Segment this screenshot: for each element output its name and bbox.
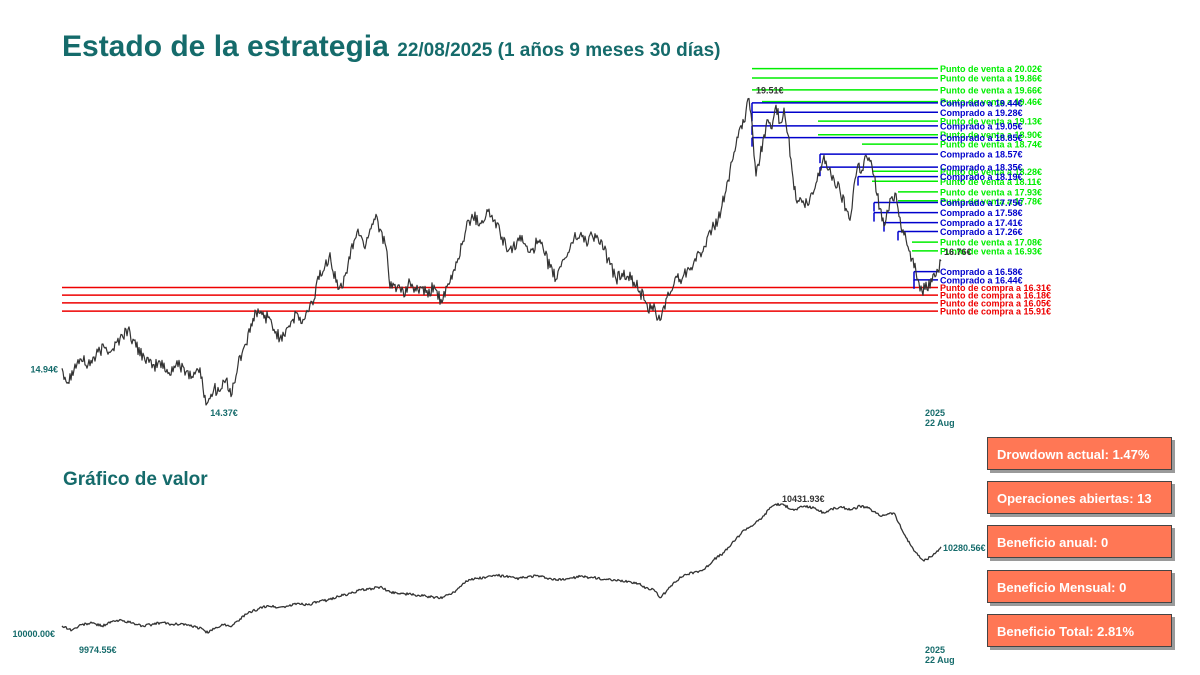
value-series-line xyxy=(61,502,942,634)
sell-level-label: Punto de venta a 20.02€ xyxy=(940,64,1042,74)
bought-level-label: Comprado a 16.44€ xyxy=(940,275,1023,285)
price-start-label: 14.94€ xyxy=(30,364,58,374)
page-title: Estado de la estrategia xyxy=(62,30,389,63)
sell-level-label: Punto de venta a 19.66€ xyxy=(940,85,1042,95)
bought-level-label: Comprado a 18.35€ xyxy=(940,163,1023,173)
bought-level-label: Comprado a 16.58€ xyxy=(940,267,1023,277)
buy-order-label: Punto de compra a 16.31€ xyxy=(940,283,1051,293)
value-max-label: 10431.93€ xyxy=(782,494,825,504)
stat-drawdown: Drowdown actual: 1.47% xyxy=(987,437,1172,470)
price-end-label: 16.76€ xyxy=(944,247,972,257)
stat-open-operations: Operaciones abiertas: 13 xyxy=(987,481,1172,514)
value-min-label: 9974.55€ xyxy=(79,645,117,655)
buy-order-label: Punto de compra a 15.91€ xyxy=(940,307,1051,317)
price-max-label: 19.51€ xyxy=(756,86,784,96)
sell-level-label: Punto de venta a 18.11€ xyxy=(940,177,1042,187)
sell-level-label: Punto de venta a 19.46€ xyxy=(940,97,1042,107)
price-min-label: 14.37€ xyxy=(210,408,238,418)
sell-level-label: Punto de venta a 17.08€ xyxy=(940,238,1042,248)
sell-level-label: Punto de venta a 16.93€ xyxy=(940,246,1042,256)
bought-level-label: Comprado a 18.57€ xyxy=(940,150,1023,160)
bought-level-label: Comprado a 19.05€ xyxy=(940,121,1023,131)
buy-order-label: Punto de compra a 16.18€ xyxy=(940,291,1051,301)
price-series-line xyxy=(61,97,942,406)
bought-level-label: Comprado a 18.19€ xyxy=(940,172,1023,182)
bought-level-label: Comprado a 17.75€ xyxy=(940,198,1023,208)
stat-annual-profit: Beneficio anual: 0 xyxy=(987,525,1172,558)
value-end-label: 10280.56€ xyxy=(943,543,986,553)
sell-level-label: Punto de venta a 19.86€ xyxy=(940,74,1042,84)
value-chart-title: Gráfico de valor xyxy=(63,469,208,490)
page-subtitle: 22/08/2025 (1 años 9 meses 30 días) xyxy=(397,40,721,61)
sell-level-label: Punto de venta a 18.90€ xyxy=(940,130,1042,140)
buy-order-label: Punto de compra a 16.05€ xyxy=(940,298,1051,308)
bought-level-label: Comprado a 17.58€ xyxy=(940,208,1023,218)
price-date-day-label: 22 Aug xyxy=(925,418,955,428)
sell-level-label: Punto de venta a 19.13€ xyxy=(940,117,1042,127)
price-date-year-label: 2025 xyxy=(925,408,945,418)
bought-level-label: Comprado a 19.28€ xyxy=(940,108,1023,118)
bought-level-label: Comprado a 17.26€ xyxy=(940,227,1023,237)
chart-title: Estado de la estrategia 22/08/2025 (1 añ… xyxy=(62,30,720,64)
value-date-day-label: 22 Aug xyxy=(925,655,955,665)
sell-level-label: Punto de venta a 17.93€ xyxy=(940,187,1042,197)
bought-level-label: Comprado a 19.44€ xyxy=(940,98,1023,108)
stat-total-profit: Beneficio Total: 2.81% xyxy=(987,614,1172,647)
value-date-year-label: 2025 xyxy=(925,645,945,655)
bought-level-label: Comprado a 18.85€ xyxy=(940,133,1023,143)
stat-monthly-profit: Beneficio Mensual: 0 xyxy=(987,570,1172,603)
sell-level-label: Punto de venta a 18.28€ xyxy=(940,167,1042,177)
bought-level-label: Comprado a 17.41€ xyxy=(940,218,1023,228)
value-start-label: 10000.00€ xyxy=(12,629,55,639)
sell-level-label: Punto de venta a 17.78€ xyxy=(940,196,1042,206)
sell-level-label: Punto de venta a 18.74€ xyxy=(940,140,1042,150)
